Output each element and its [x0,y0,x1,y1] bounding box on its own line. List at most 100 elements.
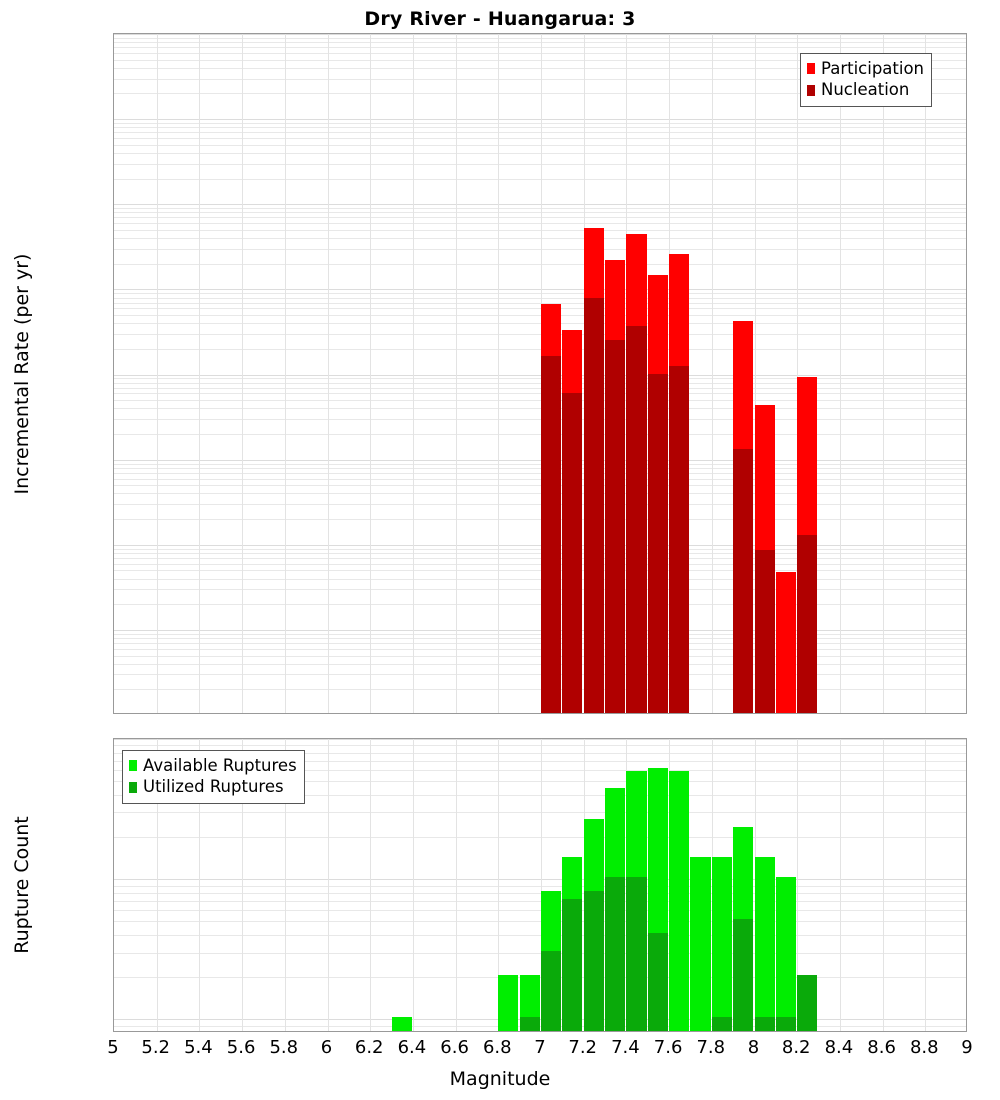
gridline-horizontal [114,558,966,559]
bar [562,34,583,713]
gridline-vertical [840,739,841,1031]
bar-segment-inner [754,550,775,713]
gridline-horizontal [114,47,966,48]
gridline-horizontal [114,212,966,213]
gridline-vertical [285,34,286,713]
bottom-y-axis-label: Rupture Count [11,816,33,954]
gridline-horizontal [114,604,966,605]
gridline-horizontal [114,910,966,911]
gridline-horizontal [114,323,966,324]
bar [647,34,668,713]
legend-item[interactable]: Utilized Ruptures [129,776,297,797]
legend-item[interactable]: Nucleation [807,79,924,100]
gridline-horizontal [114,493,966,494]
gridline-horizontal [114,921,966,922]
gridline-vertical [840,34,841,713]
gridline-vertical [413,739,414,1031]
gridline-vertical [925,34,926,713]
bar-segment-inner [711,1017,732,1031]
legend-swatch-icon [807,63,815,75]
legend-label: Available Ruptures [143,756,297,775]
legend-swatch-icon [807,84,815,96]
gridline-horizontal [114,935,966,936]
bar-segment-inner [562,898,583,1031]
legend-item[interactable]: Participation [807,58,924,79]
bar [541,34,562,713]
gridline-horizontal [114,564,966,565]
bar [711,739,732,1031]
bar-segment-outer [775,572,796,713]
bar-segment-inner [754,1017,775,1031]
legend-label: Utilized Ruptures [143,777,284,797]
gridline-horizontal [114,388,966,389]
gridline-horizontal [114,34,966,35]
x-axis-ticks: 5 5.2 5.4 5.6 5.8 6 6.2 6.4 6.6 6.8 7 7.2 7.4 7.6 7.8 8… [0,1037,1000,1063]
gridline-horizontal [114,837,966,838]
gridline-vertical [328,34,329,713]
gridline-vertical [712,34,713,713]
gridline-horizontal [114,468,966,469]
bar-segment-inner [541,950,562,1031]
legend-bottom[interactable]: Available Ruptures Utilized Ruptures [122,750,305,804]
gridline-horizontal [114,145,966,146]
bar-segment-outer [690,856,711,1031]
gridline-horizontal [114,770,966,771]
gridline-vertical [541,739,542,1031]
x-axis-label: Magnitude [449,1068,551,1090]
gridline-horizontal [114,293,966,294]
incremental-rate-plot [113,33,967,714]
gridline-horizontal [114,334,966,335]
gridline-horizontal [114,812,966,813]
x-tick-label: 7.2 [568,1037,598,1058]
x-tick-label: 6.6 [440,1037,469,1058]
x-tick-label: 6 [320,1037,333,1058]
bar-segment-outer [498,975,519,1031]
gridline-vertical [498,34,499,713]
x-tick-label: 7 [534,1037,546,1058]
gridline-vertical [242,739,243,1031]
x-tick-label: 7.8 [696,1037,726,1058]
bar [775,34,796,713]
bar-segment-inner [775,1017,796,1031]
gridline-horizontal [114,138,966,139]
bar-segment-outer [775,877,796,1031]
gridline-horizontal [114,208,966,209]
gridline-horizontal [114,893,966,894]
bar [733,34,754,713]
gridline-horizontal [114,753,966,754]
gridline-horizontal [114,464,966,465]
gridline-horizontal [114,79,966,80]
gridline-horizontal [114,485,966,486]
x-tick-label: 8.4 [824,1037,854,1058]
bar [583,739,604,1031]
gridline-vertical [199,739,200,1031]
x-tick-label: 5 [107,1037,119,1058]
bar [669,739,690,1031]
gridline-horizontal [114,315,966,316]
bar [562,739,583,1031]
gridline-vertical [797,739,798,1031]
bar-segment-inner [733,449,754,713]
legend-item[interactable]: Available Ruptures [129,755,297,776]
gridline-vertical [285,739,286,1031]
bar-segment-outer [754,856,775,1031]
bar-segment-outer [391,1017,412,1031]
bar [775,739,796,1031]
bar [733,739,754,1031]
x-tick-label: 5.8 [269,1037,299,1058]
top-y-axis-label: Incremental Rate (per yr) [11,253,33,494]
bar-segment-inner [647,374,668,713]
gridline-horizontal [114,473,966,474]
gridline-vertical [157,34,158,713]
legend-top[interactable]: Participation Nucleation [800,53,933,107]
gridline-horizontal [114,901,966,902]
bar [690,739,711,1031]
gridline-horizontal [114,123,966,124]
gridline-horizontal [114,1019,966,1020]
gridline-vertical [370,34,371,713]
bar [583,34,604,713]
legend-swatch-icon [129,781,137,793]
gridline-horizontal [114,589,966,590]
gridline-horizontal [114,1026,966,1027]
bar-segment-inner [797,534,818,713]
